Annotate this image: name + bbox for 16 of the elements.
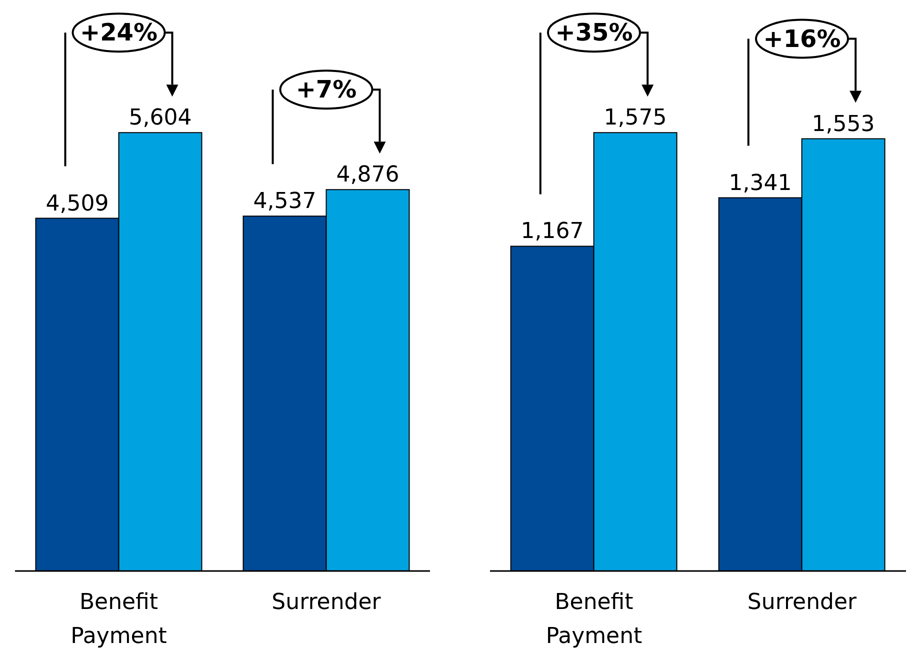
text: +24% <box>80 18 158 47</box>
text: +7% <box>296 76 357 104</box>
x-tick-label: Benefit Payment <box>546 590 643 649</box>
data-label: 4,509 <box>46 191 109 216</box>
data-label: 5,604 <box>128 106 192 131</box>
x-tick-label: Surrender <box>747 590 858 615</box>
data-label: 1,167 <box>520 219 584 244</box>
text: +16% <box>763 24 841 53</box>
data-label: 1,575 <box>604 106 667 131</box>
data-label: 1,553 <box>812 112 875 137</box>
data-label: 1,341 <box>728 170 792 196</box>
data-label: 4,537 <box>253 189 316 214</box>
x-tick-label: Benefit Payment <box>70 590 168 649</box>
data-label: 4,876 <box>336 162 400 188</box>
x-tick-label: Surrender <box>272 590 382 615</box>
text: +35% <box>555 18 633 47</box>
